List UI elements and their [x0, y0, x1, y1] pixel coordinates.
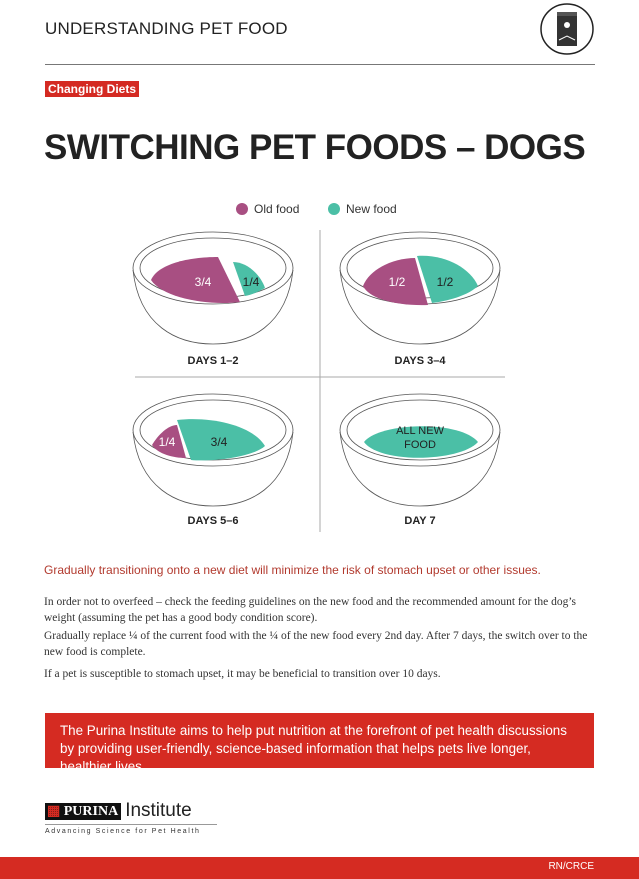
pet-food-bag-icon: [540, 3, 594, 55]
footer-bar: RN/CRCE: [0, 857, 639, 879]
bowl-label: DAY 7: [404, 515, 435, 527]
page-title: SWITCHING PET FOODS – DOGS: [44, 128, 586, 167]
portion-label: 1/2: [437, 275, 454, 289]
paragraph: In order not to overfeed – check the fee…: [44, 596, 577, 624]
old-food-portion: [152, 425, 186, 458]
logo-tagline: Advancing Science for Pet Health: [45, 824, 217, 835]
header-divider: [45, 64, 595, 65]
portion-label: 3/4: [195, 275, 212, 289]
paragraph: Gradually replace ¼ of the current food …: [44, 630, 588, 658]
legend-old-swatch: [236, 203, 248, 215]
legend-old-label: Old food: [254, 202, 299, 216]
portion-label: 1/2: [389, 275, 406, 289]
new-food-portion: [177, 419, 265, 461]
new-food-portion: [417, 255, 478, 303]
portion-label: 1/4: [243, 275, 260, 289]
bowl: 1/2 1/2: [339, 231, 501, 345]
bowl: 3/4 1/4: [132, 231, 294, 345]
portion-label: ALL NEW: [396, 425, 445, 437]
bowl-label: DAYS 5–6: [188, 515, 239, 527]
mission-banner: The Purina Institute aims to help put nu…: [45, 713, 594, 774]
new-food-portion: [364, 426, 478, 458]
lead-text: Gradually transitioning onto a new diet …: [44, 563, 541, 577]
purina-institute-logo: ▦ PURINA Institute: [45, 800, 192, 821]
bowl-label: DAYS 1–2: [188, 355, 239, 367]
bowl-label: DAYS 3–4: [395, 355, 447, 367]
logo-brand: PURINA: [63, 803, 119, 819]
feeding-diagram: Old food New food 3/4 1/4 1/2 1/2 1/4 3/4 ALL …: [132, 202, 505, 532]
legend-new-label: New food: [346, 202, 397, 216]
portion-label: 1/4: [159, 435, 176, 449]
portion-label: FOOD: [404, 439, 436, 451]
new-food-portion: [233, 262, 265, 296]
legend-new-swatch: [328, 203, 340, 215]
old-food-portion: [363, 258, 428, 306]
bowl: 1/4 3/4: [132, 393, 294, 507]
bowl: ALL NEW FOOD: [339, 393, 501, 507]
footer-code: RN/CRCE: [548, 861, 594, 872]
portion-label: 3/4: [211, 435, 228, 449]
logo-name: Institute: [125, 800, 192, 821]
header-title: UNDERSTANDING PET FOOD: [45, 19, 288, 38]
paragraph: If a pet is susceptible to stomach upset…: [44, 668, 441, 680]
old-food-portion: [151, 257, 240, 304]
category-tag: Changing Diets: [45, 81, 140, 97]
